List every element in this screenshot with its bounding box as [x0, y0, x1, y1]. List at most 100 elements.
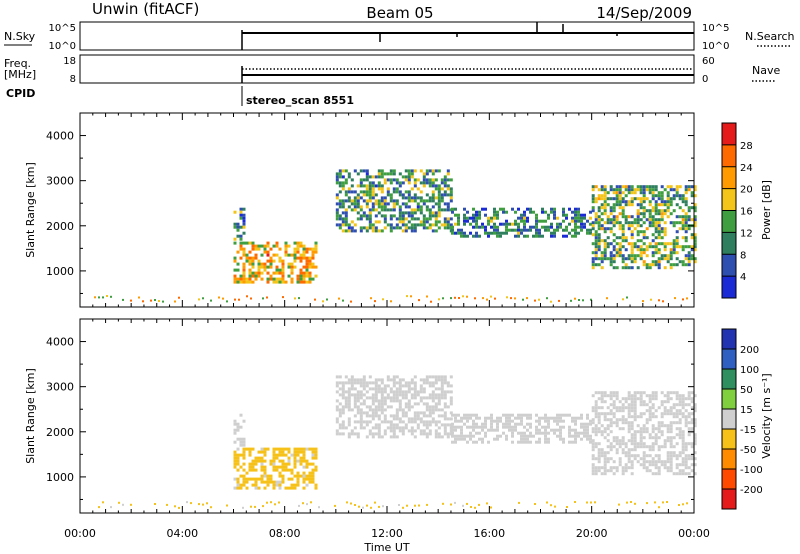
velocity-cell [591, 457, 595, 461]
velocity-cell [392, 417, 396, 421]
power-cell [493, 207, 496, 211]
velocity-cell [639, 394, 643, 398]
velocity-cell [446, 417, 450, 421]
power-cell [392, 205, 396, 209]
power-cell [425, 169, 429, 173]
velocity-cell [242, 453, 246, 457]
velocity-cell [359, 417, 363, 421]
power-cell [362, 193, 366, 197]
power-cell [636, 224, 640, 228]
power-cell [565, 228, 568, 232]
power-cell [568, 231, 571, 235]
velocity-cell [242, 462, 246, 466]
power-cell [642, 191, 646, 195]
velocity-cell [257, 459, 261, 463]
power-cell [302, 250, 306, 254]
power-cell [681, 245, 685, 249]
velocity-cell [416, 393, 420, 397]
velocity-cell [538, 428, 541, 432]
power-cell [260, 271, 264, 275]
velocity-cell [621, 448, 625, 452]
velocity-cell [651, 460, 655, 464]
velocity-cell [392, 375, 396, 379]
power-cell [254, 253, 258, 257]
velocity-cell [684, 466, 688, 470]
velocity-cell [633, 418, 637, 422]
velocity-cell [681, 472, 685, 476]
velocity-cell [505, 437, 508, 441]
power-cell [597, 227, 601, 231]
power-cell [233, 268, 237, 272]
velocity-cell [633, 457, 637, 461]
power-cell [603, 239, 607, 243]
power-cell [621, 236, 625, 240]
velocity-cell [401, 426, 405, 430]
power-cell [341, 169, 345, 173]
velocity-cell [472, 425, 475, 429]
velocity-ground-cell [278, 501, 280, 504]
power-cell [338, 223, 342, 227]
velocity-cell [434, 378, 438, 382]
power-cell [666, 215, 670, 219]
power-cell [371, 205, 375, 209]
velocity-cell [431, 420, 435, 424]
velocity-cell [597, 415, 601, 419]
velocity-cell [281, 450, 285, 454]
power-cell [428, 223, 432, 227]
velocity-cell [422, 378, 426, 382]
velocity-cell [233, 450, 237, 454]
velocity-cell [633, 439, 637, 443]
velocity-cell [651, 448, 655, 452]
velocity-cell [675, 454, 679, 458]
power-cell [344, 211, 348, 215]
x-tick-label-5: 20:00 [576, 527, 608, 540]
power-cell [523, 216, 526, 220]
velocity-cell [449, 411, 453, 415]
power-cell [410, 214, 414, 218]
velocity-cell [407, 387, 411, 391]
power-ground-cell [390, 300, 392, 303]
power-cell [633, 191, 637, 195]
velocity-ytick-label-1000: 1000 [46, 471, 74, 484]
power-cell [657, 203, 661, 207]
power-cell [248, 250, 252, 254]
power-cell [410, 196, 414, 200]
velocity-cell [594, 442, 598, 446]
velocity-cell [687, 397, 691, 401]
velocity-cell [690, 427, 694, 431]
velocity-cell [553, 419, 556, 423]
velocity-cell [681, 397, 685, 401]
velocity-cell [392, 426, 396, 430]
power-cell [242, 250, 246, 254]
power-cell [648, 263, 652, 267]
power-cell [612, 188, 616, 192]
velocity-cell [380, 390, 384, 394]
power-cell [302, 280, 306, 284]
velocity-cell [475, 416, 478, 420]
power-cell [678, 221, 682, 225]
velocity-cell [395, 381, 399, 385]
velocity-cell [437, 435, 441, 439]
velocity-cell [586, 434, 589, 438]
velocity-cell [559, 419, 562, 423]
velocity-cell [589, 440, 592, 444]
power-cell [663, 212, 667, 216]
velocity-cell [681, 469, 685, 473]
velocity-cell [639, 403, 643, 407]
velocity-cell [615, 409, 619, 413]
power-cell [395, 187, 399, 191]
power-cell [437, 184, 441, 188]
velocity-colorbar-label-3: 15 [740, 405, 753, 416]
velocity-cell [612, 415, 616, 419]
power-cell [413, 169, 417, 173]
velocity-cell [514, 428, 517, 432]
power-cell [434, 217, 438, 221]
velocity-cell [431, 381, 435, 385]
power-cell [589, 210, 592, 214]
velocity-cell [666, 412, 670, 416]
velocity-cell [431, 399, 435, 403]
power-cell [648, 245, 652, 249]
velocity-cell [335, 375, 339, 379]
velocity-cell [681, 430, 685, 434]
power-cell [434, 223, 438, 227]
